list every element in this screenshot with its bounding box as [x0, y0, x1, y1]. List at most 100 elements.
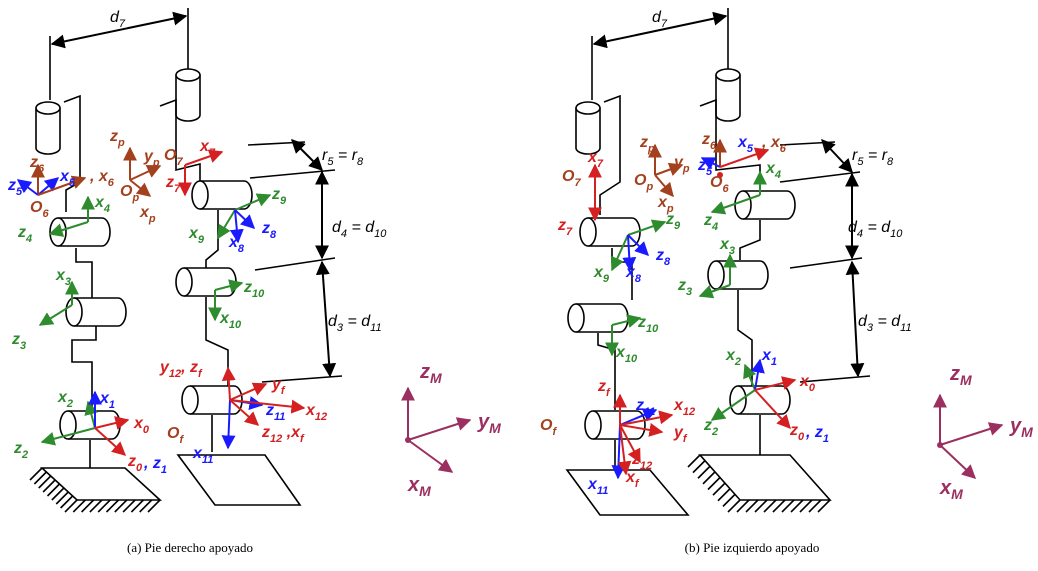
- axis-label: z7: [557, 217, 573, 238]
- joint-cylinder-end: [585, 411, 601, 439]
- symbol: z: [949, 363, 960, 385]
- symbol: ,x: [282, 424, 301, 441]
- line: [780, 172, 860, 182]
- subscript: M: [1021, 424, 1033, 440]
- arrow: [408, 440, 452, 472]
- joint-cylinder-end: [182, 386, 198, 414]
- symbol: z: [127, 453, 136, 470]
- symbol: , z: [143, 455, 161, 472]
- axis-label: xM: [407, 474, 431, 499]
- symbol: z: [419, 361, 430, 383]
- joint-cylinder-end: [708, 261, 724, 289]
- subscript: f: [606, 387, 611, 399]
- subscript: p: [148, 213, 156, 225]
- subscript: 4: [25, 233, 32, 245]
- subscript: 2: [711, 426, 718, 438]
- subscript: p: [645, 181, 653, 193]
- joint-cylinder-end: [192, 181, 208, 209]
- symbol: , z: [180, 359, 198, 376]
- subscript: M: [430, 370, 442, 386]
- motor-cylinder-top: [576, 102, 600, 114]
- axis-label: x10: [615, 344, 638, 365]
- axis-label: z10: [243, 279, 265, 300]
- axis-label: x3: [55, 267, 71, 288]
- subscript: 1: [771, 356, 777, 368]
- origin-dot: [405, 437, 411, 443]
- axis-label: x3: [719, 236, 735, 257]
- axis-label: z0: [789, 422, 805, 443]
- subscript: 6: [722, 183, 729, 195]
- subscript: 0: [136, 462, 143, 474]
- subscript: 7: [209, 147, 216, 159]
- arrow: [822, 140, 852, 172]
- arrow: [940, 445, 975, 478]
- subscript: 6: [780, 143, 787, 155]
- joint-cylinder-end: [730, 386, 746, 414]
- subscript: 10: [229, 319, 242, 331]
- subscript: 7: [566, 226, 573, 238]
- subscript: 11: [202, 454, 213, 466]
- symbol: z: [261, 424, 270, 441]
- subscript: 11: [370, 322, 381, 334]
- axis-label: r5 = r8: [322, 147, 364, 168]
- symbol: O: [30, 199, 43, 216]
- axis-label: x12: [673, 397, 695, 418]
- axis-label: z10: [637, 314, 659, 335]
- axis-label: x4: [765, 160, 781, 181]
- subscript: 12: [315, 411, 327, 423]
- symbol: y: [1009, 415, 1022, 437]
- subscript: 11: [274, 411, 285, 423]
- axis-label: x0: [133, 415, 150, 436]
- joint-cylinder-end: [568, 304, 584, 332]
- subscript: 12: [270, 433, 282, 445]
- link: [64, 96, 80, 212]
- subscript: 5: [69, 177, 76, 189]
- subscript: 4: [774, 169, 781, 181]
- arrow: [235, 210, 254, 228]
- joint-cylinder-end: [176, 268, 192, 296]
- symbol: z: [677, 277, 686, 294]
- subscript: f: [552, 426, 557, 438]
- link: [740, 220, 760, 260]
- axis-label: x2: [725, 347, 741, 368]
- arrow: [940, 425, 1002, 445]
- subscript: p: [682, 163, 690, 175]
- symbol: z: [261, 220, 270, 237]
- caption: (b) Pie izquierdo apoyado: [685, 540, 820, 555]
- subscript: 6: [108, 177, 115, 189]
- axis-label: , z1: [143, 455, 167, 476]
- axis-label: r5 = r8: [852, 147, 894, 168]
- axis-label: zp: [109, 128, 125, 149]
- motor-cylinder-top: [716, 69, 740, 81]
- line: [688, 455, 700, 467]
- subscript: 6: [38, 163, 45, 175]
- axis-label: z9: [271, 186, 287, 207]
- subscript: M: [960, 372, 972, 388]
- axis-label: Op: [634, 172, 653, 193]
- symbol: = r: [863, 147, 887, 164]
- subscript: f: [683, 433, 688, 445]
- symbol: z: [29, 154, 38, 171]
- axis-label: x8: [228, 234, 245, 255]
- axis-label: x10: [219, 310, 242, 331]
- subscript: p: [647, 143, 655, 155]
- subscript: 1: [109, 399, 115, 411]
- subscript: 8: [238, 243, 245, 255]
- subscript: p: [117, 137, 125, 149]
- axis-label: z12 ,xf: [261, 424, 305, 445]
- subscript: 5: [16, 186, 23, 198]
- symbol: z: [697, 157, 706, 174]
- subscript: p: [131, 192, 139, 204]
- symbol: z: [637, 314, 646, 331]
- subscript: 9: [280, 195, 287, 207]
- axis-label: x1: [99, 390, 115, 411]
- axis-label: d4 = d10: [848, 219, 903, 240]
- subscript: 3: [686, 286, 692, 298]
- symbol: z: [13, 440, 22, 457]
- axis-label: d4 = d10: [332, 219, 387, 240]
- line: [718, 489, 730, 501]
- axis-label: x1: [761, 347, 777, 368]
- symbol: z: [703, 417, 712, 434]
- subscript: 2: [21, 449, 28, 461]
- motor-cylinder: [176, 75, 200, 121]
